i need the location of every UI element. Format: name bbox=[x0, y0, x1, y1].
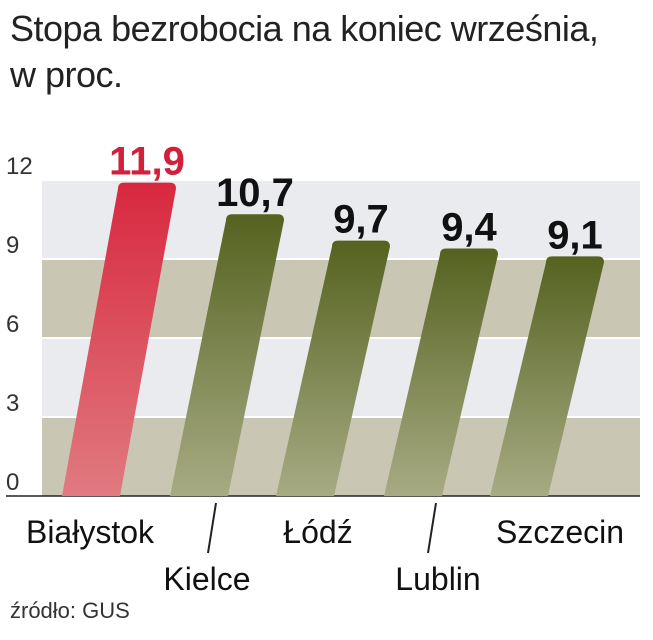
y-tick-label: 12 bbox=[6, 153, 33, 180]
value-label: 10,7 bbox=[216, 171, 294, 215]
y-tick-label: 0 bbox=[6, 469, 19, 496]
x-tick-label: Szczecin bbox=[496, 514, 624, 550]
value-label: 11,9 bbox=[109, 140, 185, 184]
value-label: 9,1 bbox=[547, 213, 603, 257]
bar-szczecin bbox=[490, 256, 604, 496]
y-axis: 0 3 6 9 12 bbox=[6, 153, 33, 496]
source-note: źródło: GUS bbox=[10, 598, 130, 623]
value-labels: 11,9 10,7 9,7 9,4 9,1 bbox=[109, 140, 603, 258]
x-tick-connector bbox=[427, 502, 437, 554]
y-tick-label: 3 bbox=[6, 390, 19, 417]
bar-białystok bbox=[62, 182, 176, 496]
x-tick-label: Kielce bbox=[163, 561, 250, 597]
y-tick-label: 6 bbox=[6, 311, 19, 338]
bar-kielce bbox=[170, 214, 284, 496]
value-label: 9,7 bbox=[333, 198, 389, 242]
x-tick-label: Białystok bbox=[26, 514, 155, 550]
value-label: 9,4 bbox=[441, 205, 497, 249]
x-tick-connector bbox=[207, 502, 217, 554]
y-tick-label: 9 bbox=[6, 232, 19, 259]
x-tick-label: Łódź bbox=[283, 514, 352, 550]
x-tick-label: Lublin bbox=[395, 561, 480, 597]
chart-title: Stopa bezrobocia na koniec września, w p… bbox=[10, 6, 650, 98]
chart-title-line-1: Stopa bezrobocia na koniec września, bbox=[10, 8, 599, 49]
bar-łódź bbox=[276, 240, 390, 496]
chart-title-line-2: w proc. bbox=[10, 54, 123, 95]
bars bbox=[62, 182, 604, 496]
bar-lublin bbox=[384, 248, 498, 496]
